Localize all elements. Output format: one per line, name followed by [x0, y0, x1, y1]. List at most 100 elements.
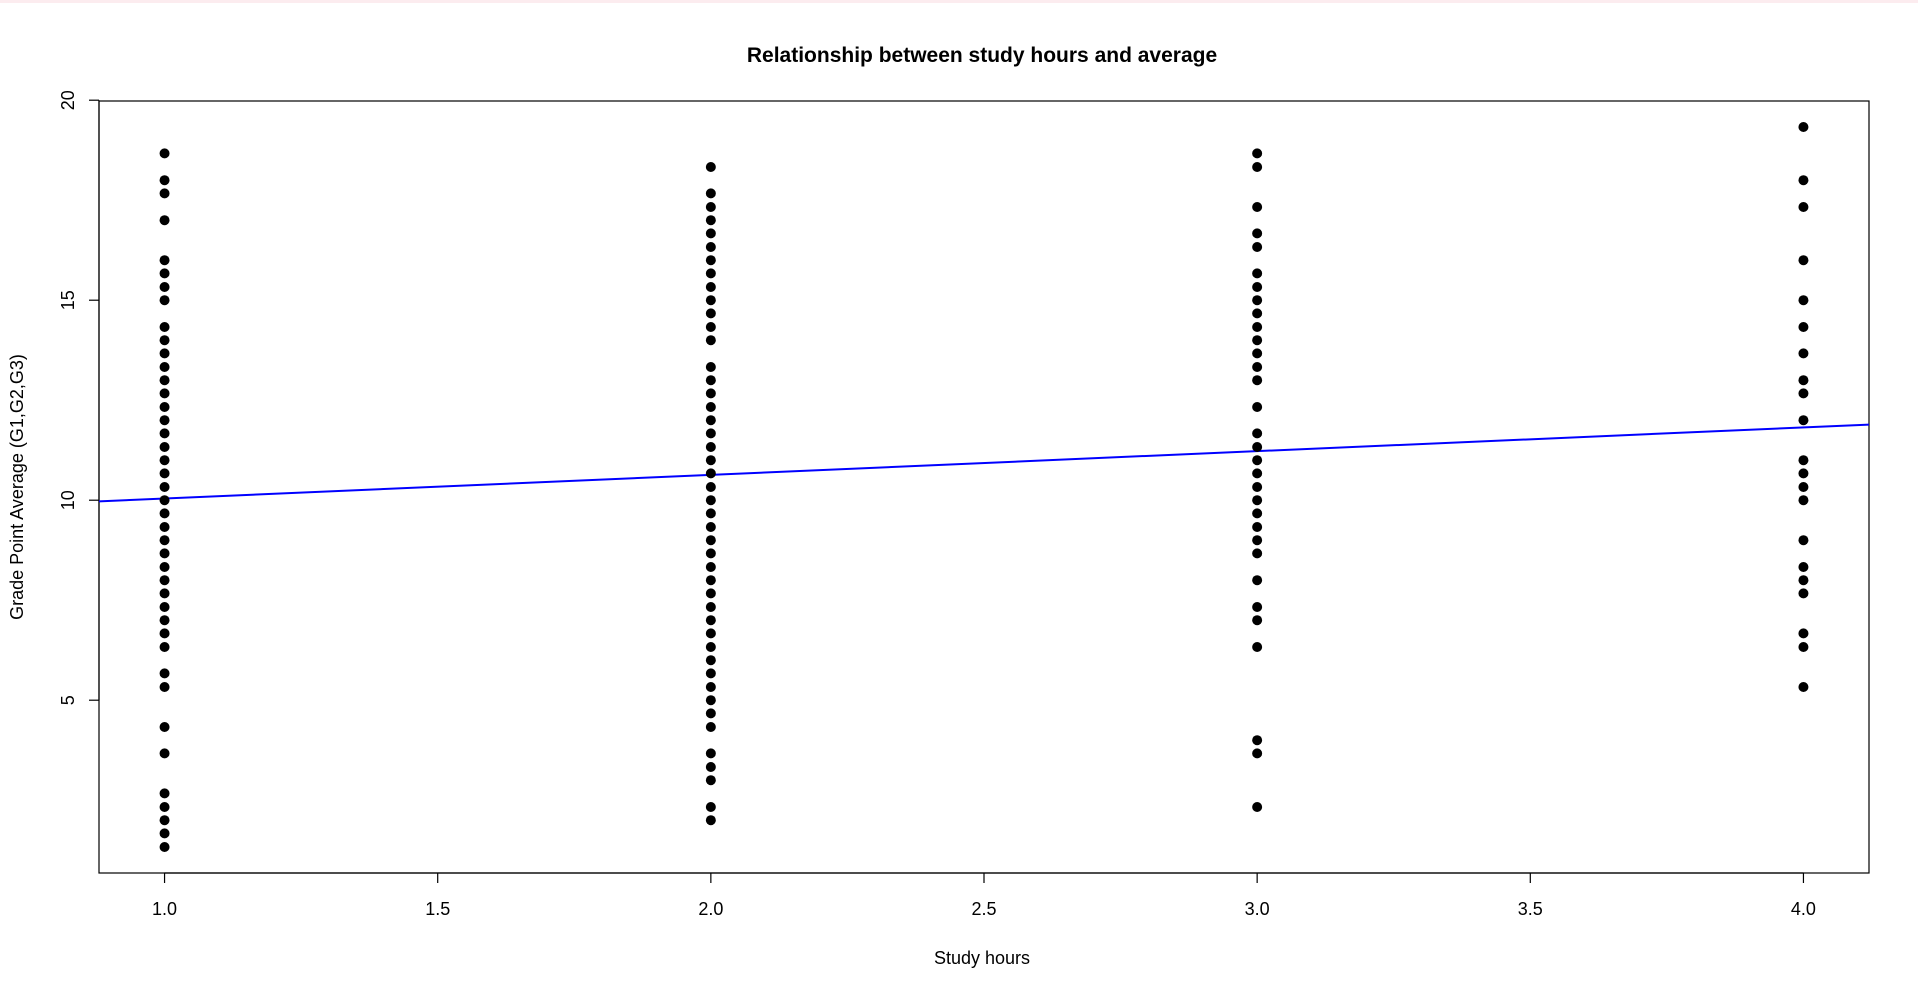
data-point — [705, 402, 716, 412]
data-point — [159, 415, 170, 426]
data-point — [159, 535, 170, 546]
data-point — [705, 815, 716, 826]
x-tick-label: 1.5 — [425, 899, 450, 919]
data-point — [159, 215, 170, 226]
data-point — [159, 842, 170, 852]
data-point — [705, 215, 716, 226]
data-point — [159, 322, 170, 332]
x-tick-label: 3.5 — [1518, 899, 1543, 919]
data-point — [159, 268, 170, 279]
data-point — [1798, 482, 1809, 492]
data-point — [1798, 202, 1809, 212]
data-point — [1252, 602, 1263, 612]
data-point — [705, 388, 716, 399]
data-points — [159, 122, 1809, 852]
regression-line-group — [98, 423, 1870, 503]
data-point — [705, 482, 716, 492]
data-point — [705, 668, 716, 679]
data-point — [705, 548, 716, 559]
y-tick-label: 20 — [58, 90, 78, 110]
x-tick-label: 2.0 — [698, 899, 723, 919]
data-point — [705, 802, 716, 812]
data-point — [159, 442, 170, 452]
chart-title: Relationship between study hours and ave… — [747, 44, 1217, 67]
y-tick-label: 10 — [58, 490, 78, 510]
data-point — [705, 495, 716, 506]
data-point — [159, 428, 170, 439]
data-point — [159, 628, 170, 639]
data-point — [1252, 348, 1263, 359]
data-point — [1252, 442, 1263, 452]
data-point — [705, 362, 716, 372]
x-tick-label: 1.0 — [152, 899, 177, 919]
data-point — [705, 695, 716, 706]
data-point — [159, 362, 170, 372]
data-point — [159, 748, 170, 759]
y-tick-label: 5 — [58, 695, 78, 705]
data-point — [705, 642, 716, 652]
data-point — [1252, 455, 1263, 466]
data-point — [159, 402, 170, 412]
data-point — [1252, 535, 1263, 546]
regression-line — [98, 423, 1870, 503]
data-point — [705, 682, 716, 692]
data-point — [705, 775, 716, 786]
data-point — [1252, 802, 1263, 812]
data-point — [159, 468, 170, 479]
data-point — [159, 282, 170, 292]
data-point — [159, 815, 170, 826]
data-point — [1252, 642, 1263, 652]
data-point — [1252, 335, 1263, 346]
data-point — [159, 455, 170, 466]
data-point — [1798, 468, 1809, 479]
data-point — [705, 282, 716, 292]
data-point — [1798, 295, 1809, 306]
data-point — [1798, 575, 1809, 586]
data-point — [705, 228, 716, 239]
data-point — [1798, 535, 1809, 546]
data-point — [1252, 322, 1263, 332]
x-axis-label: Study hours — [934, 948, 1030, 968]
plot-area-border — [98, 100, 1870, 874]
data-point — [1252, 268, 1263, 279]
data-point — [159, 188, 170, 199]
data-point — [1798, 388, 1809, 399]
data-point — [705, 615, 716, 626]
data-point — [705, 628, 716, 639]
x-axis: 1.0 1.5 2.0 2.5 3.0 3.5 4.0 — [152, 872, 1816, 919]
data-point — [705, 188, 716, 199]
data-point — [1798, 642, 1809, 652]
data-point — [705, 415, 716, 426]
data-point — [1252, 295, 1263, 306]
x-tick-label: 3.0 — [1245, 899, 1270, 919]
data-point — [705, 508, 716, 519]
data-point — [1252, 362, 1263, 372]
data-point — [705, 308, 716, 319]
data-point — [705, 708, 716, 719]
data-point — [1252, 548, 1263, 559]
data-point — [705, 442, 716, 452]
data-point — [1798, 415, 1809, 426]
data-point — [159, 828, 170, 839]
data-point — [1798, 562, 1809, 572]
data-point — [159, 602, 170, 612]
data-point — [159, 802, 170, 812]
top-border — [0, 0, 1918, 3]
data-point — [1252, 282, 1263, 292]
data-point — [1798, 455, 1809, 466]
data-point — [1798, 682, 1809, 692]
data-point — [705, 655, 716, 666]
data-point — [705, 602, 716, 612]
data-point — [159, 148, 170, 159]
data-point — [1252, 748, 1263, 759]
data-point — [1798, 322, 1809, 332]
x-tick-label: 4.0 — [1791, 899, 1816, 919]
data-point — [705, 748, 716, 759]
data-point — [159, 295, 170, 306]
data-point — [159, 575, 170, 586]
y-axis: 5 10 15 20 — [58, 90, 100, 705]
data-point — [1252, 375, 1263, 386]
data-point — [705, 562, 716, 572]
data-point — [705, 588, 716, 599]
